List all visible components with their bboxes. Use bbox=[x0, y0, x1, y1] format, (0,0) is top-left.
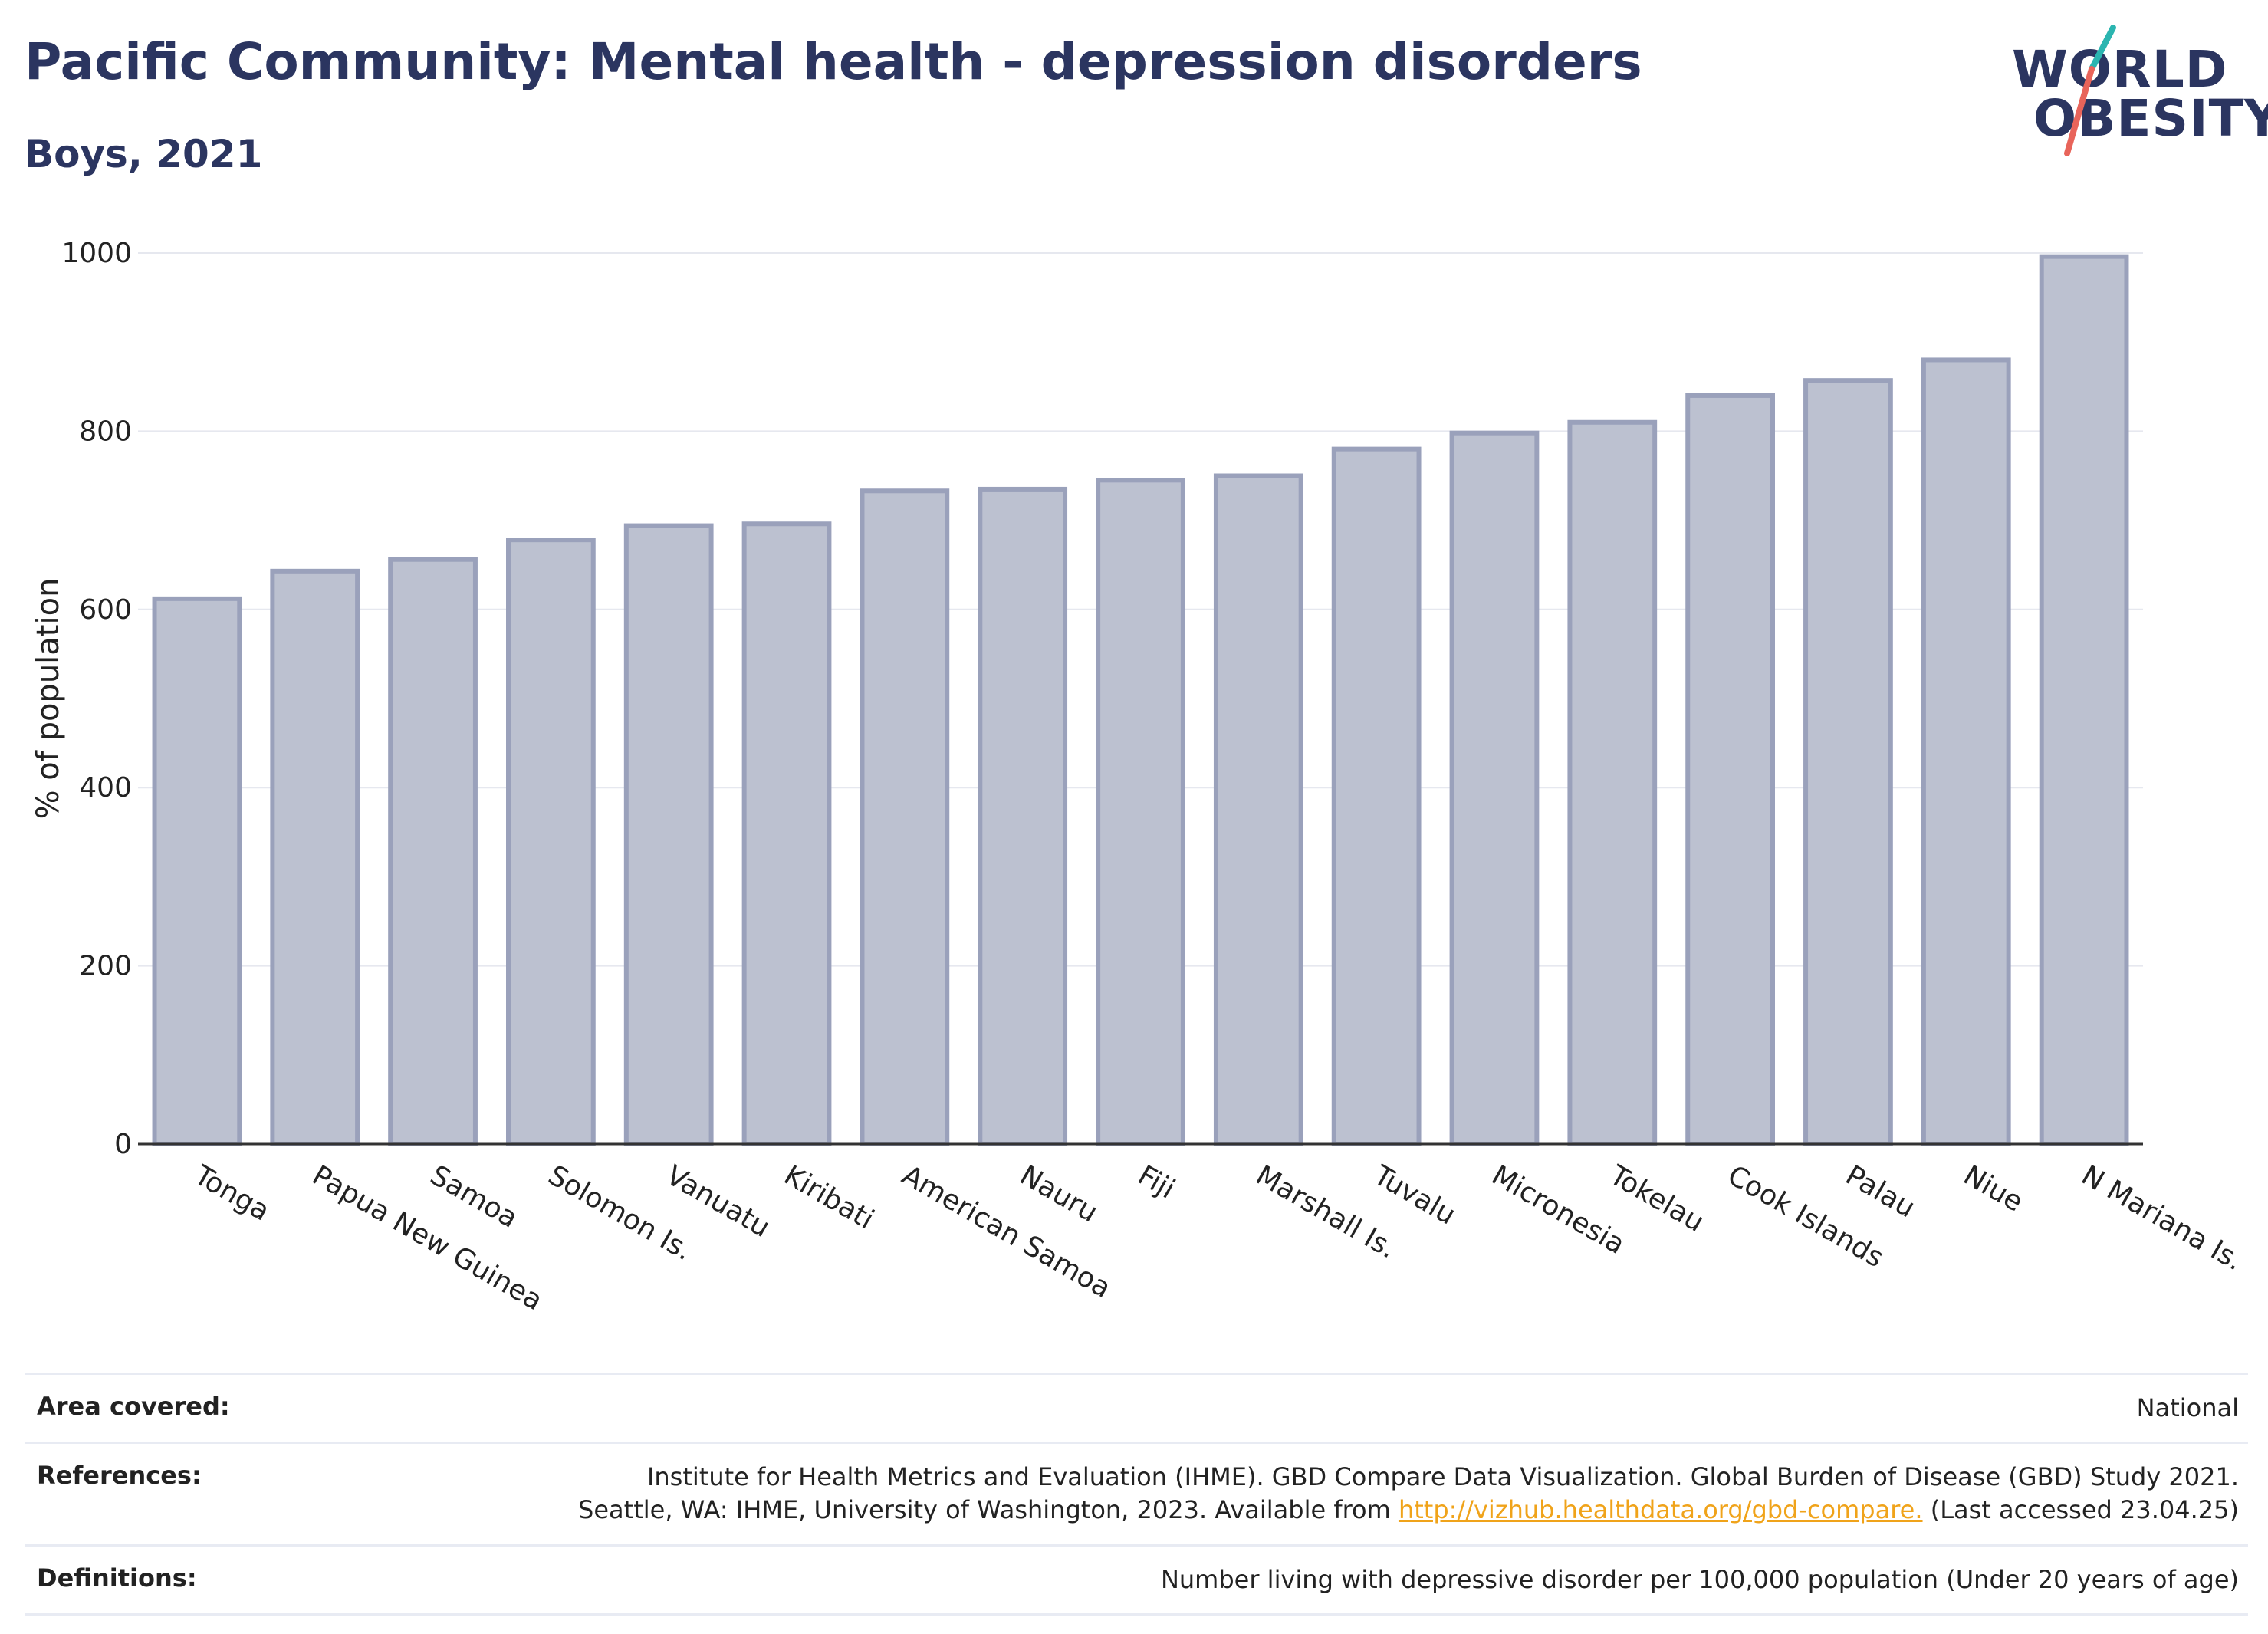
footer-area-row: Area covered: National bbox=[25, 1373, 2248, 1442]
x-tick-label: American Samoa bbox=[896, 1159, 1116, 1304]
bar bbox=[1213, 473, 1303, 1146]
references-line-2: Seattle, WA: IHME, University of Washing… bbox=[578, 1494, 2239, 1527]
references-line-1: Institute for Health Metrics and Evaluat… bbox=[646, 1462, 2239, 1492]
x-tick-label: N Mariana Is. bbox=[2076, 1159, 2248, 1277]
references-value: Institute for Health Metrics and Evaluat… bbox=[578, 1461, 2239, 1527]
y-axis-label: % of population bbox=[31, 578, 66, 820]
logo-line-1: WORLD bbox=[2012, 40, 2228, 99]
x-tick-label: Tokelau bbox=[1603, 1159, 1709, 1238]
bar bbox=[506, 538, 596, 1146]
bar bbox=[2039, 254, 2129, 1147]
x-tick-label: Micronesia bbox=[1486, 1159, 1629, 1261]
bar bbox=[860, 488, 950, 1146]
references-label: References: bbox=[37, 1461, 202, 1491]
x-tick-label: Niue bbox=[1958, 1159, 2028, 1218]
references-line-2-text: Seattle, WA: IHME, University of Washing… bbox=[578, 1495, 1399, 1525]
x-tick-label: Tonga bbox=[189, 1159, 275, 1228]
y-tick-label: 200 bbox=[79, 951, 132, 982]
x-tick-label: Fiji bbox=[1132, 1159, 1180, 1205]
bar bbox=[978, 486, 1068, 1146]
area-label: Area covered: bbox=[37, 1392, 230, 1421]
footer-definitions-row: Definitions: Number living with depressi… bbox=[25, 1544, 2248, 1616]
bar bbox=[1567, 419, 1658, 1146]
x-tick-label: Palau bbox=[1840, 1159, 1921, 1224]
bar bbox=[1921, 357, 2011, 1146]
bar bbox=[1331, 446, 1422, 1146]
x-tick-label: Nauru bbox=[1014, 1159, 1103, 1228]
y-axis-ticks: 0 200 400 600 800 1000 bbox=[61, 238, 132, 1160]
x-tick-label: Kiribati bbox=[779, 1159, 879, 1235]
chart-subtitle: Boys, 2021 bbox=[25, 132, 263, 176]
bar bbox=[741, 521, 832, 1146]
y-tick-label: 800 bbox=[79, 416, 132, 447]
logo-slash-icon bbox=[2064, 25, 2116, 156]
y-tick-label: 600 bbox=[79, 594, 132, 626]
bar bbox=[623, 523, 714, 1146]
x-tick-label: Tuvalu bbox=[1368, 1159, 1461, 1231]
definitions-value: Number living with depressive disorder p… bbox=[1160, 1564, 2239, 1594]
chart-footer: Area covered: National References: Insti… bbox=[25, 1373, 2248, 1616]
bar bbox=[270, 568, 360, 1146]
bar-chart: 0 200 400 600 800 1000 Tonga Papua New GuineaS… bbox=[31, 238, 2248, 1317]
bars bbox=[152, 254, 2129, 1147]
definitions-label: Definitions: bbox=[37, 1563, 197, 1593]
x-tick-label: Samoa bbox=[425, 1159, 523, 1235]
y-tick-label: 0 bbox=[114, 1129, 132, 1160]
world-obesity-logo: WORLD OBESITY bbox=[2001, 23, 2268, 161]
bar bbox=[1685, 393, 1775, 1146]
bar bbox=[152, 596, 242, 1146]
footer-references-row: References: Institute for Health Metrics… bbox=[25, 1442, 2248, 1544]
bar bbox=[1803, 378, 1893, 1146]
references-accessed: (Last accessed 23.04.25) bbox=[1922, 1495, 2239, 1525]
chart-title: Pacific Community: Mental health - depre… bbox=[25, 32, 1642, 91]
bar bbox=[1096, 478, 1185, 1146]
references-link[interactable]: http://vizhub.healthdata.org/gbd-compare… bbox=[1398, 1495, 1923, 1525]
y-tick-label: 400 bbox=[79, 772, 132, 804]
area-value: National bbox=[2136, 1393, 2239, 1422]
bar bbox=[1449, 430, 1540, 1146]
bar bbox=[388, 557, 478, 1146]
y-tick-label: 1000 bbox=[61, 238, 132, 269]
